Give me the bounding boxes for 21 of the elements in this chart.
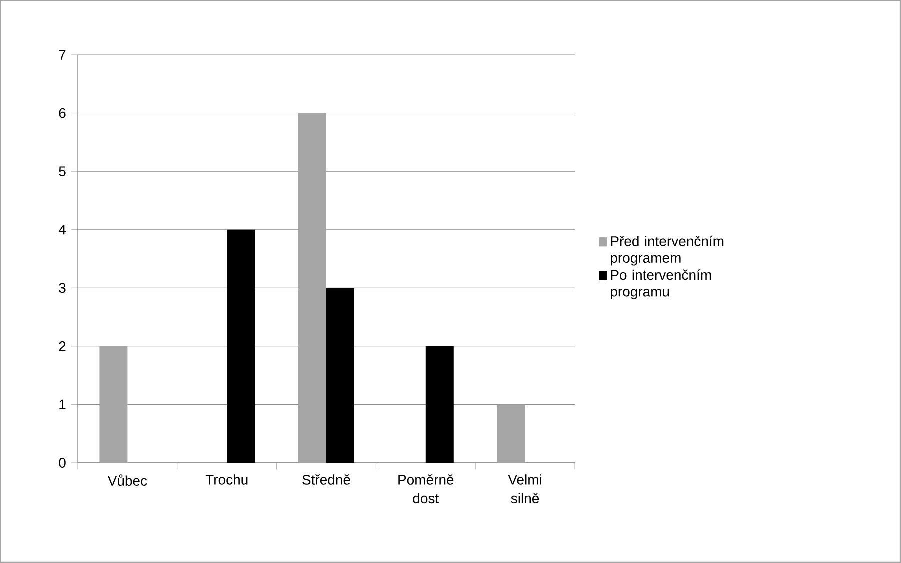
x-tick-label: Vůbec bbox=[108, 474, 148, 486]
x-tick-label: Poměrně dost bbox=[398, 474, 454, 504]
legend-label: Po intervenčním programu bbox=[611, 270, 712, 300]
y-tick-label: 5 bbox=[59, 166, 66, 176]
y-tick-label: 0 bbox=[59, 458, 66, 468]
bar bbox=[326, 288, 354, 463]
bar bbox=[298, 113, 326, 463]
y-tick-label: 1 bbox=[60, 400, 66, 410]
bar bbox=[497, 404, 526, 463]
legend-label: Před intervenčním programem bbox=[611, 236, 724, 266]
bar bbox=[227, 230, 256, 463]
y-tick-label: 7 bbox=[59, 50, 66, 60]
y-tick-label: 2 bbox=[59, 342, 66, 352]
bar bbox=[426, 346, 454, 463]
x-tick-label: Trochu bbox=[206, 474, 248, 485]
y-tick-label: 3 bbox=[59, 283, 66, 294]
y-tick-label: 6 bbox=[59, 108, 66, 118]
bar bbox=[100, 346, 128, 463]
y-tick-label: 4 bbox=[58, 225, 66, 235]
x-tick-label: Velmi silně bbox=[508, 474, 542, 504]
x-tick-label: Středně bbox=[302, 474, 350, 485]
